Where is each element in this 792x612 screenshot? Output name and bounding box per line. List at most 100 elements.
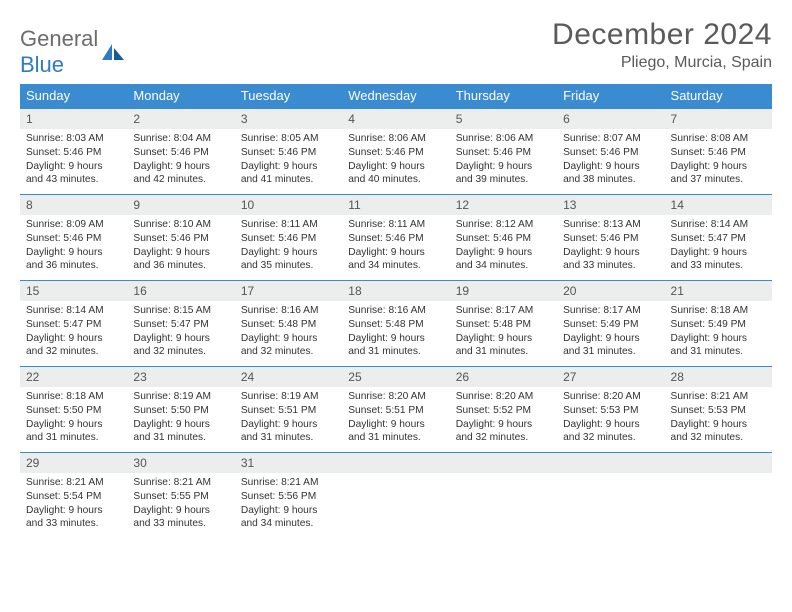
sunrise-value: 8:19 AM	[174, 391, 211, 402]
daylight-label: Daylight:	[348, 419, 388, 430]
day-body: Sunrise: 8:17 AMSunset: 5:49 PMDaylight:…	[557, 301, 664, 363]
sunrise-value: 8:21 AM	[281, 477, 318, 488]
calendar-week-row: 8Sunrise: 8:09 AMSunset: 5:46 PMDaylight…	[20, 195, 772, 281]
dow-friday: Friday	[557, 84, 664, 109]
day-number: 28	[665, 367, 772, 387]
day-number: 21	[665, 281, 772, 301]
sunrise-label: Sunrise:	[671, 133, 708, 144]
calendar-day-cell: 14Sunrise: 8:14 AMSunset: 5:47 PMDayligh…	[665, 195, 772, 281]
day-number: 7	[665, 109, 772, 129]
calendar-day-cell	[557, 453, 664, 539]
daylight-label: Daylight:	[26, 247, 66, 258]
sunset-value: 5:50 PM	[171, 405, 209, 416]
sunrise-label: Sunrise:	[348, 133, 385, 144]
sunset-label: Sunset:	[241, 147, 276, 158]
calendar-page: General Blue December 2024 Pliego, Murci…	[0, 0, 792, 559]
daylight-label: Daylight:	[563, 161, 603, 172]
day-number: 26	[450, 367, 557, 387]
sunrise-value: 8:16 AM	[281, 305, 318, 316]
daylight-label: Daylight:	[456, 333, 496, 344]
sunrise-label: Sunrise:	[26, 219, 63, 230]
calendar-day-cell: 3Sunrise: 8:05 AMSunset: 5:46 PMDaylight…	[235, 109, 342, 195]
day-body: Sunrise: 8:06 AMSunset: 5:46 PMDaylight:…	[450, 129, 557, 191]
sunset-value: 5:48 PM	[493, 319, 531, 330]
sunrise-value: 8:07 AM	[603, 133, 640, 144]
day-number: 30	[127, 453, 234, 473]
day-body: Sunrise: 8:06 AMSunset: 5:46 PMDaylight:…	[342, 129, 449, 191]
sunrise-value: 8:05 AM	[281, 133, 318, 144]
sunset-label: Sunset:	[456, 319, 491, 330]
sunrise-value: 8:04 AM	[174, 133, 211, 144]
day-number: 27	[557, 367, 664, 387]
calendar-week-row: 15Sunrise: 8:14 AMSunset: 5:47 PMDayligh…	[20, 281, 772, 367]
calendar-day-cell: 21Sunrise: 8:18 AMSunset: 5:49 PMDayligh…	[665, 281, 772, 367]
calendar-day-cell	[342, 453, 449, 539]
sunset-label: Sunset:	[671, 319, 706, 330]
day-body-empty	[450, 473, 557, 529]
day-body: Sunrise: 8:18 AMSunset: 5:49 PMDaylight:…	[665, 301, 772, 363]
day-number: 13	[557, 195, 664, 215]
day-body: Sunrise: 8:21 AMSunset: 5:55 PMDaylight:…	[127, 473, 234, 535]
sunrise-value: 8:16 AM	[388, 305, 425, 316]
daylight-label: Daylight:	[671, 419, 711, 430]
day-body: Sunrise: 8:03 AMSunset: 5:46 PMDaylight:…	[20, 129, 127, 191]
calendar-day-cell: 26Sunrise: 8:20 AMSunset: 5:52 PMDayligh…	[450, 367, 557, 453]
daylight-label: Daylight:	[456, 161, 496, 172]
sunrise-label: Sunrise:	[456, 391, 493, 402]
daylight-label: Daylight:	[26, 333, 66, 344]
sunset-value: 5:47 PM	[708, 233, 746, 244]
day-body: Sunrise: 8:18 AMSunset: 5:50 PMDaylight:…	[20, 387, 127, 449]
day-number: 10	[235, 195, 342, 215]
calendar-day-cell: 29Sunrise: 8:21 AMSunset: 5:54 PMDayligh…	[20, 453, 127, 539]
daylight-label: Daylight:	[26, 161, 66, 172]
sunset-value: 5:46 PM	[63, 233, 101, 244]
sunset-label: Sunset:	[563, 319, 598, 330]
daylight-label: Daylight:	[241, 419, 281, 430]
daylight-label: Daylight:	[133, 161, 173, 172]
sunset-label: Sunset:	[26, 491, 61, 502]
sunrise-label: Sunrise:	[456, 133, 493, 144]
sunset-label: Sunset:	[563, 147, 598, 158]
sunrise-label: Sunrise:	[563, 391, 600, 402]
day-number: 1	[20, 109, 127, 129]
calendar-day-cell: 8Sunrise: 8:09 AMSunset: 5:46 PMDaylight…	[20, 195, 127, 281]
daylight-label: Daylight:	[26, 505, 66, 516]
sunset-value: 5:49 PM	[601, 319, 639, 330]
day-number: 11	[342, 195, 449, 215]
sunset-label: Sunset:	[26, 405, 61, 416]
day-body-empty	[557, 473, 664, 529]
day-body: Sunrise: 8:11 AMSunset: 5:46 PMDaylight:…	[342, 215, 449, 277]
day-number: 17	[235, 281, 342, 301]
sunset-value: 5:46 PM	[171, 233, 209, 244]
sunrise-value: 8:14 AM	[711, 219, 748, 230]
sunrise-label: Sunrise:	[133, 477, 170, 488]
dow-thursday: Thursday	[450, 84, 557, 109]
sunrise-value: 8:09 AM	[66, 219, 103, 230]
calendar-day-cell: 10Sunrise: 8:11 AMSunset: 5:46 PMDayligh…	[235, 195, 342, 281]
dow-saturday: Saturday	[665, 84, 772, 109]
day-number: 15	[20, 281, 127, 301]
daylight-label: Daylight:	[133, 247, 173, 258]
dow-monday: Monday	[127, 84, 234, 109]
day-number: 5	[450, 109, 557, 129]
sunset-label: Sunset:	[671, 233, 706, 244]
sunrise-label: Sunrise:	[671, 391, 708, 402]
calendar-day-cell: 16Sunrise: 8:15 AMSunset: 5:47 PMDayligh…	[127, 281, 234, 367]
day-body: Sunrise: 8:13 AMSunset: 5:46 PMDaylight:…	[557, 215, 664, 277]
sunrise-value: 8:21 AM	[711, 391, 748, 402]
sunset-label: Sunset:	[241, 405, 276, 416]
sunrise-label: Sunrise:	[348, 305, 385, 316]
sunset-value: 5:48 PM	[386, 319, 424, 330]
calendar-day-cell: 31Sunrise: 8:21 AMSunset: 5:56 PMDayligh…	[235, 453, 342, 539]
sunrise-label: Sunrise:	[671, 219, 708, 230]
sunrise-label: Sunrise:	[563, 133, 600, 144]
day-number: 20	[557, 281, 664, 301]
sunrise-label: Sunrise:	[26, 477, 63, 488]
sunrise-value: 8:06 AM	[388, 133, 425, 144]
sunset-value: 5:56 PM	[278, 491, 316, 502]
day-number: 2	[127, 109, 234, 129]
sunrise-label: Sunrise:	[241, 477, 278, 488]
sunset-label: Sunset:	[133, 491, 168, 502]
calendar-day-cell: 4Sunrise: 8:06 AMSunset: 5:46 PMDaylight…	[342, 109, 449, 195]
brand-logo: General Blue	[20, 18, 126, 78]
